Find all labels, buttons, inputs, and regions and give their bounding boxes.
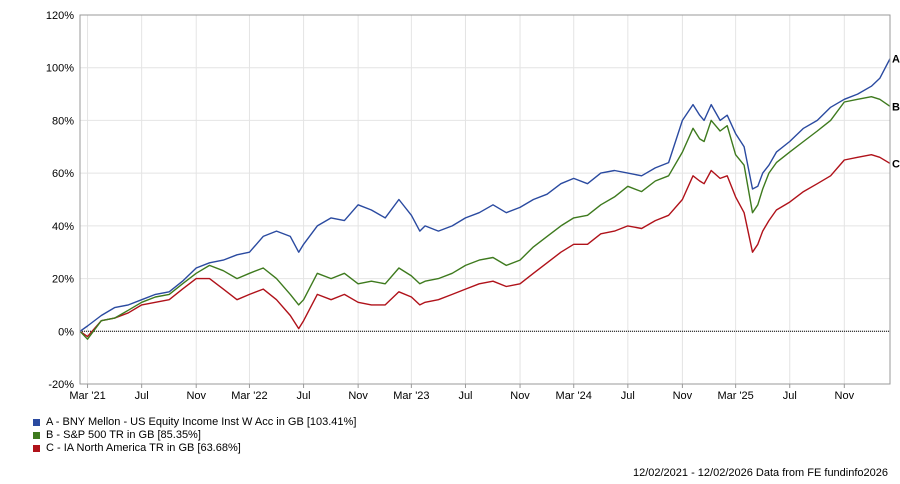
x-tick-label: Jul <box>621 390 635 402</box>
y-tick-label: 20% <box>52 274 74 286</box>
x-tick-label: Jul <box>458 390 472 402</box>
y-tick-label: 80% <box>52 115 74 127</box>
end-label-b: B <box>892 101 900 113</box>
legend-swatch-c <box>33 445 40 452</box>
end-label-c: C <box>892 158 900 170</box>
y-tick-label: 40% <box>52 221 74 233</box>
y-tick-label: 60% <box>52 168 74 180</box>
footer-source: Data from FE fundinfo2026 <box>755 467 888 479</box>
legend: A - BNY Mellon - US Equity Income Inst W… <box>33 416 356 455</box>
y-axis-tick-labels: -20% 0% 20% 40% 60% 80% 100% 120% <box>46 10 74 391</box>
x-tick-label: Jul <box>135 390 149 402</box>
performance-line-chart: C B A -20% 0% 20% 40% 60% 80% 100% 120% Mar '21 Ju… <box>46 10 900 402</box>
x-tick-label: Nov <box>835 390 855 402</box>
legend-label-a: A - BNY Mellon - US Equity Income Inst W… <box>46 416 357 428</box>
x-tick-label: Jul <box>783 390 797 402</box>
legend-swatch-b <box>33 432 40 439</box>
y-tick-label: -20% <box>48 379 74 391</box>
legend-item-b: B - S&P 500 TR in GB [85.35%] <box>33 429 356 442</box>
x-axis-tick-labels: Mar '21 Jul Nov Mar '22 Jul Nov Mar '23 Jul Nov M… <box>69 390 854 402</box>
series-lines <box>79 58 891 340</box>
series-line-b <box>79 95 891 340</box>
y-tick-label: 0% <box>58 326 74 338</box>
series-line-a <box>79 58 891 332</box>
series-line-c <box>79 153 891 338</box>
legend-item-a: A - BNY Mellon - US Equity Income Inst W… <box>33 416 356 429</box>
x-tick-label: Nov <box>510 390 530 402</box>
x-tick-label: Mar '25 <box>717 390 753 402</box>
x-tick-label: Jul <box>297 390 311 402</box>
legend-label-c: C - IA North America TR in GB [63.68%] <box>46 442 241 454</box>
end-label-a: A <box>892 54 900 66</box>
x-tick-label: Mar '22 <box>231 390 267 402</box>
x-tick-label: Nov <box>186 390 206 402</box>
y-tick-label: 120% <box>46 10 74 22</box>
legend-item-c: C - IA North America TR in GB [63.68%] <box>33 442 356 455</box>
x-tick-label: Mar '23 <box>393 390 429 402</box>
x-tick-label: Nov <box>348 390 368 402</box>
series-end-labels: C B A <box>892 54 900 171</box>
plot-frame <box>79 14 891 385</box>
x-tick-label: Mar '24 <box>556 390 592 402</box>
y-tick-label: 100% <box>46 63 74 75</box>
legend-label-b: B - S&P 500 TR in GB [85.35%] <box>46 429 201 441</box>
footer: 12/02/2021 - 12/02/2026 Data from FE fun… <box>633 467 888 479</box>
footer-date-range: 12/02/2021 - 12/02/2026 <box>632 467 753 479</box>
legend-swatch-a <box>33 419 40 426</box>
x-tick-label: Mar '21 <box>69 390 105 402</box>
x-tick-label: Nov <box>673 390 693 402</box>
gridlines <box>80 14 890 388</box>
